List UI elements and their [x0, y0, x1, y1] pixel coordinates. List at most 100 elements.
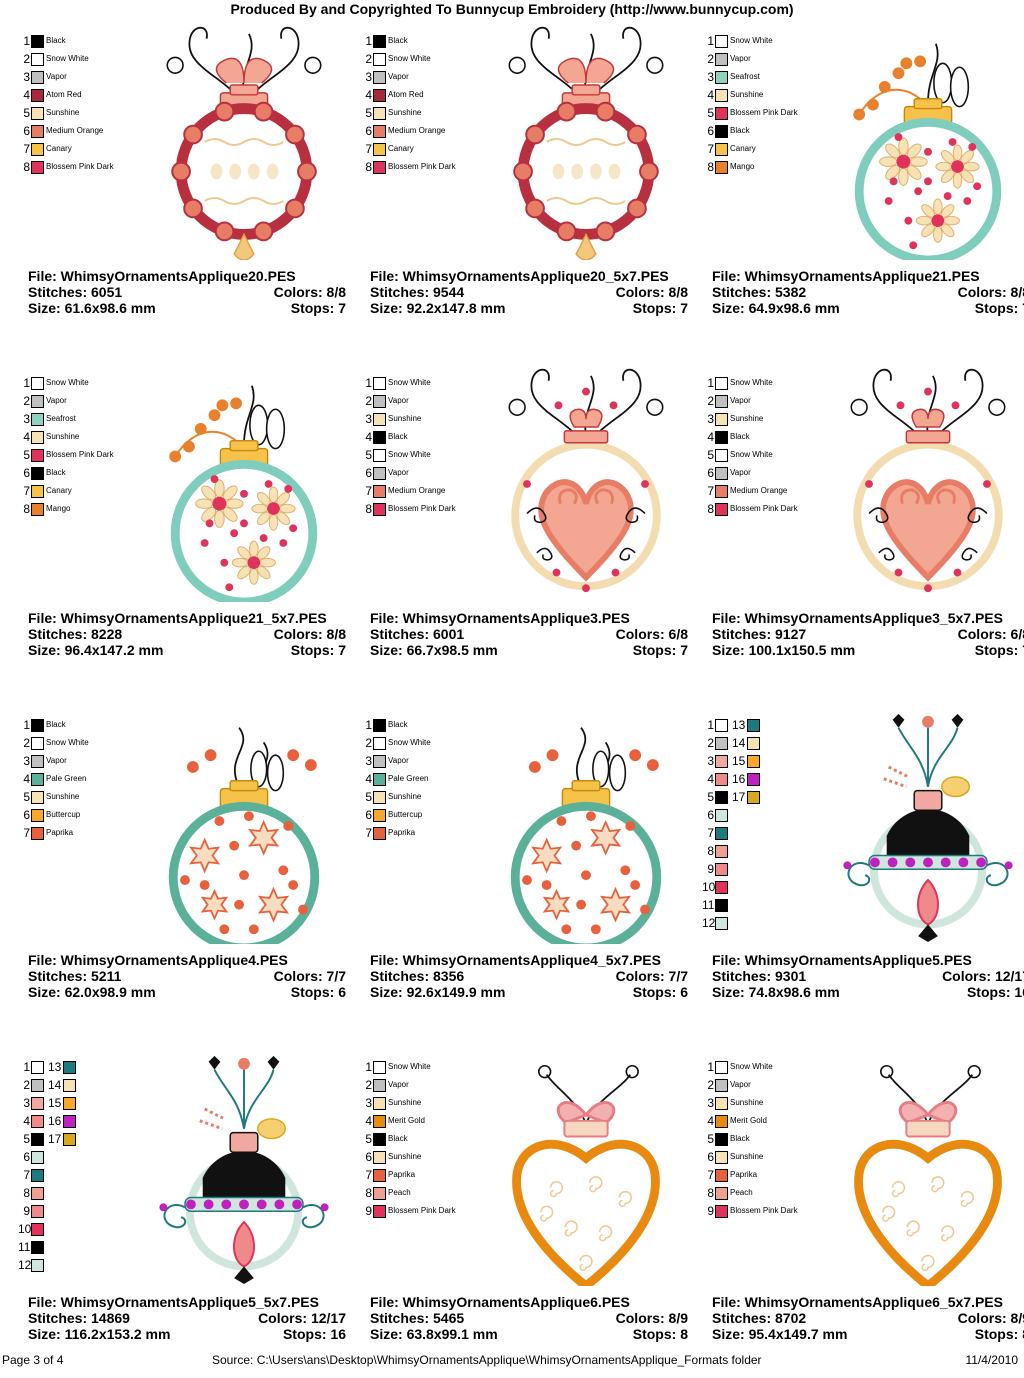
size-label: Size:: [370, 984, 407, 1000]
colors-value: 12/17: [994, 968, 1024, 984]
legend-number: 13: [732, 718, 746, 732]
file-line: File: WhimsyOrnamentsApplique4.PES: [28, 952, 288, 968]
legend-swatch: [715, 827, 728, 840]
colors-value: 8/9: [668, 1310, 688, 1326]
legend-number: 7: [365, 1168, 372, 1182]
legend-color-name: Blossem Pink Dark: [730, 108, 798, 117]
legend-row: 9 Blossem Pink Dark: [702, 1204, 882, 1222]
colors-line: Colors: 12/17: [942, 968, 1024, 984]
legend-swatch: [715, 35, 728, 48]
legend-number: 3: [707, 70, 714, 84]
legend-color-name: Snow White: [388, 738, 431, 747]
legend-number: 10: [702, 880, 716, 894]
colors-line: Colors: 6/8: [958, 626, 1024, 642]
legend-swatch: [31, 791, 44, 804]
legend-row: 1 Snow White: [702, 1060, 882, 1078]
legend-swatch: [373, 719, 386, 732]
stops-value: 16: [1014, 984, 1024, 1000]
legend-row: 4 Atom Red: [360, 88, 540, 106]
legend-color-name: Blossem Pink Dark: [46, 450, 114, 459]
legend-swatch: [373, 107, 386, 120]
stitches-label: Stitches:: [28, 284, 92, 300]
legend-row: 6 Black: [18, 466, 198, 484]
legend-row: 4 16: [18, 1114, 198, 1132]
size-line: Size: 95.4x149.7 mm: [712, 1326, 847, 1342]
legend-row: 7 Medium Orange: [360, 484, 540, 502]
legend-number: 9: [707, 862, 714, 876]
legend-number: 2: [365, 1078, 372, 1092]
stops-line: Stops: 7: [633, 300, 688, 316]
ornament-design-image: [843, 713, 1013, 943]
legend-swatch: [373, 1187, 386, 1200]
file-label: File:: [712, 610, 745, 626]
legend-color-name: Blossem Pink Dark: [388, 162, 456, 171]
legend-swatch: [31, 809, 44, 822]
legend-row: 10: [18, 1222, 198, 1240]
legend-number: 5: [707, 1132, 714, 1146]
legend-number: 11: [18, 1240, 31, 1254]
legend-color-name: Black: [388, 432, 408, 441]
legend-row: 5 Black: [702, 1132, 882, 1150]
legend-color-name: Atom Red: [46, 90, 82, 99]
legend-number: 9: [365, 1204, 372, 1218]
stops-value: 8: [1022, 1326, 1024, 1342]
legend-swatch: [31, 755, 44, 768]
legend-swatch: [715, 413, 728, 426]
size-value: 96.4x147.2 mm: [64, 642, 164, 658]
stops-line: Stops: 7: [291, 642, 346, 658]
colors-label: Colors:: [258, 1310, 311, 1326]
legend-swatch: [715, 467, 728, 480]
colors-value: 6/8: [668, 626, 688, 642]
colors-value: 6/8: [1010, 626, 1024, 642]
legend-swatch: [31, 719, 44, 732]
legend-number: 2: [365, 394, 372, 408]
size-label: Size:: [712, 642, 749, 658]
stitches-line: Stitches: 8356: [370, 968, 464, 984]
design-card: 1 Snow White 2 Vapor 3 Seafrost 4 Sunshine 5 Blos…: [698, 10, 1024, 352]
legend-color-name: Black: [46, 36, 66, 45]
legend-number: 3: [365, 754, 372, 768]
legend-row: 5 Black: [360, 1132, 540, 1150]
size-value: 61.6x98.6 mm: [64, 300, 156, 316]
legend-row: 7: [18, 1168, 198, 1186]
ornament-design-image: [853, 43, 1002, 260]
legend-color-name: Snow White: [46, 54, 89, 63]
legend-swatch: [373, 809, 386, 822]
colors-label: Colors:: [615, 626, 669, 642]
legend-color-name: Mango: [46, 504, 71, 513]
legend-color-name: Sunshine: [730, 1098, 764, 1107]
legend-number: 5: [23, 790, 30, 804]
legend-swatch: [715, 1079, 728, 1092]
legend-number: 8: [365, 502, 372, 516]
size-line: Size: 61.6x98.6 mm: [28, 300, 156, 316]
colors-value: 8/8: [326, 284, 346, 300]
legend-swatch: [31, 71, 44, 84]
legend-swatch: [715, 143, 728, 156]
colors-value: 12/17: [310, 1310, 346, 1326]
legend-swatch: [715, 845, 728, 858]
legend-color-name: Snow White: [388, 54, 431, 63]
legend-row: 7: [702, 826, 882, 844]
colors-value: 8/8: [668, 284, 688, 300]
size-line: Size: 96.4x147.2 mm: [28, 642, 163, 658]
legend-number: 5: [365, 1132, 372, 1146]
legend-row: 7 Medium Orange: [702, 484, 882, 502]
legend-swatch: [715, 737, 728, 750]
legend-row: 10: [702, 880, 882, 898]
legend-swatch: [373, 1079, 386, 1092]
legend-swatch: [715, 791, 728, 804]
legend-row: 7 Canary: [360, 142, 540, 160]
legend-row: 2 Snow White: [360, 736, 540, 754]
legend-swatch: [715, 1133, 728, 1146]
colors-value: 8/8: [1010, 284, 1024, 300]
colors-value: 7/7: [668, 968, 688, 984]
legend-swatch: [31, 161, 44, 174]
legend-number: 8: [365, 160, 372, 174]
legend-swatch: [747, 719, 760, 732]
legend-row: 3 Vapor: [360, 70, 540, 88]
legend-row: 4 16: [702, 772, 882, 790]
legend-row: 3 Vapor: [18, 754, 198, 772]
design-card: 1 13 2 14 3 15 4 16 5 17 6 7 8 9 10 11 12 File: WhimsyOrn…: [14, 1036, 354, 1378]
file-name: WhimsyOrnamentsApplique6.PES: [402, 1294, 630, 1310]
stops-label: Stops:: [632, 984, 681, 1000]
